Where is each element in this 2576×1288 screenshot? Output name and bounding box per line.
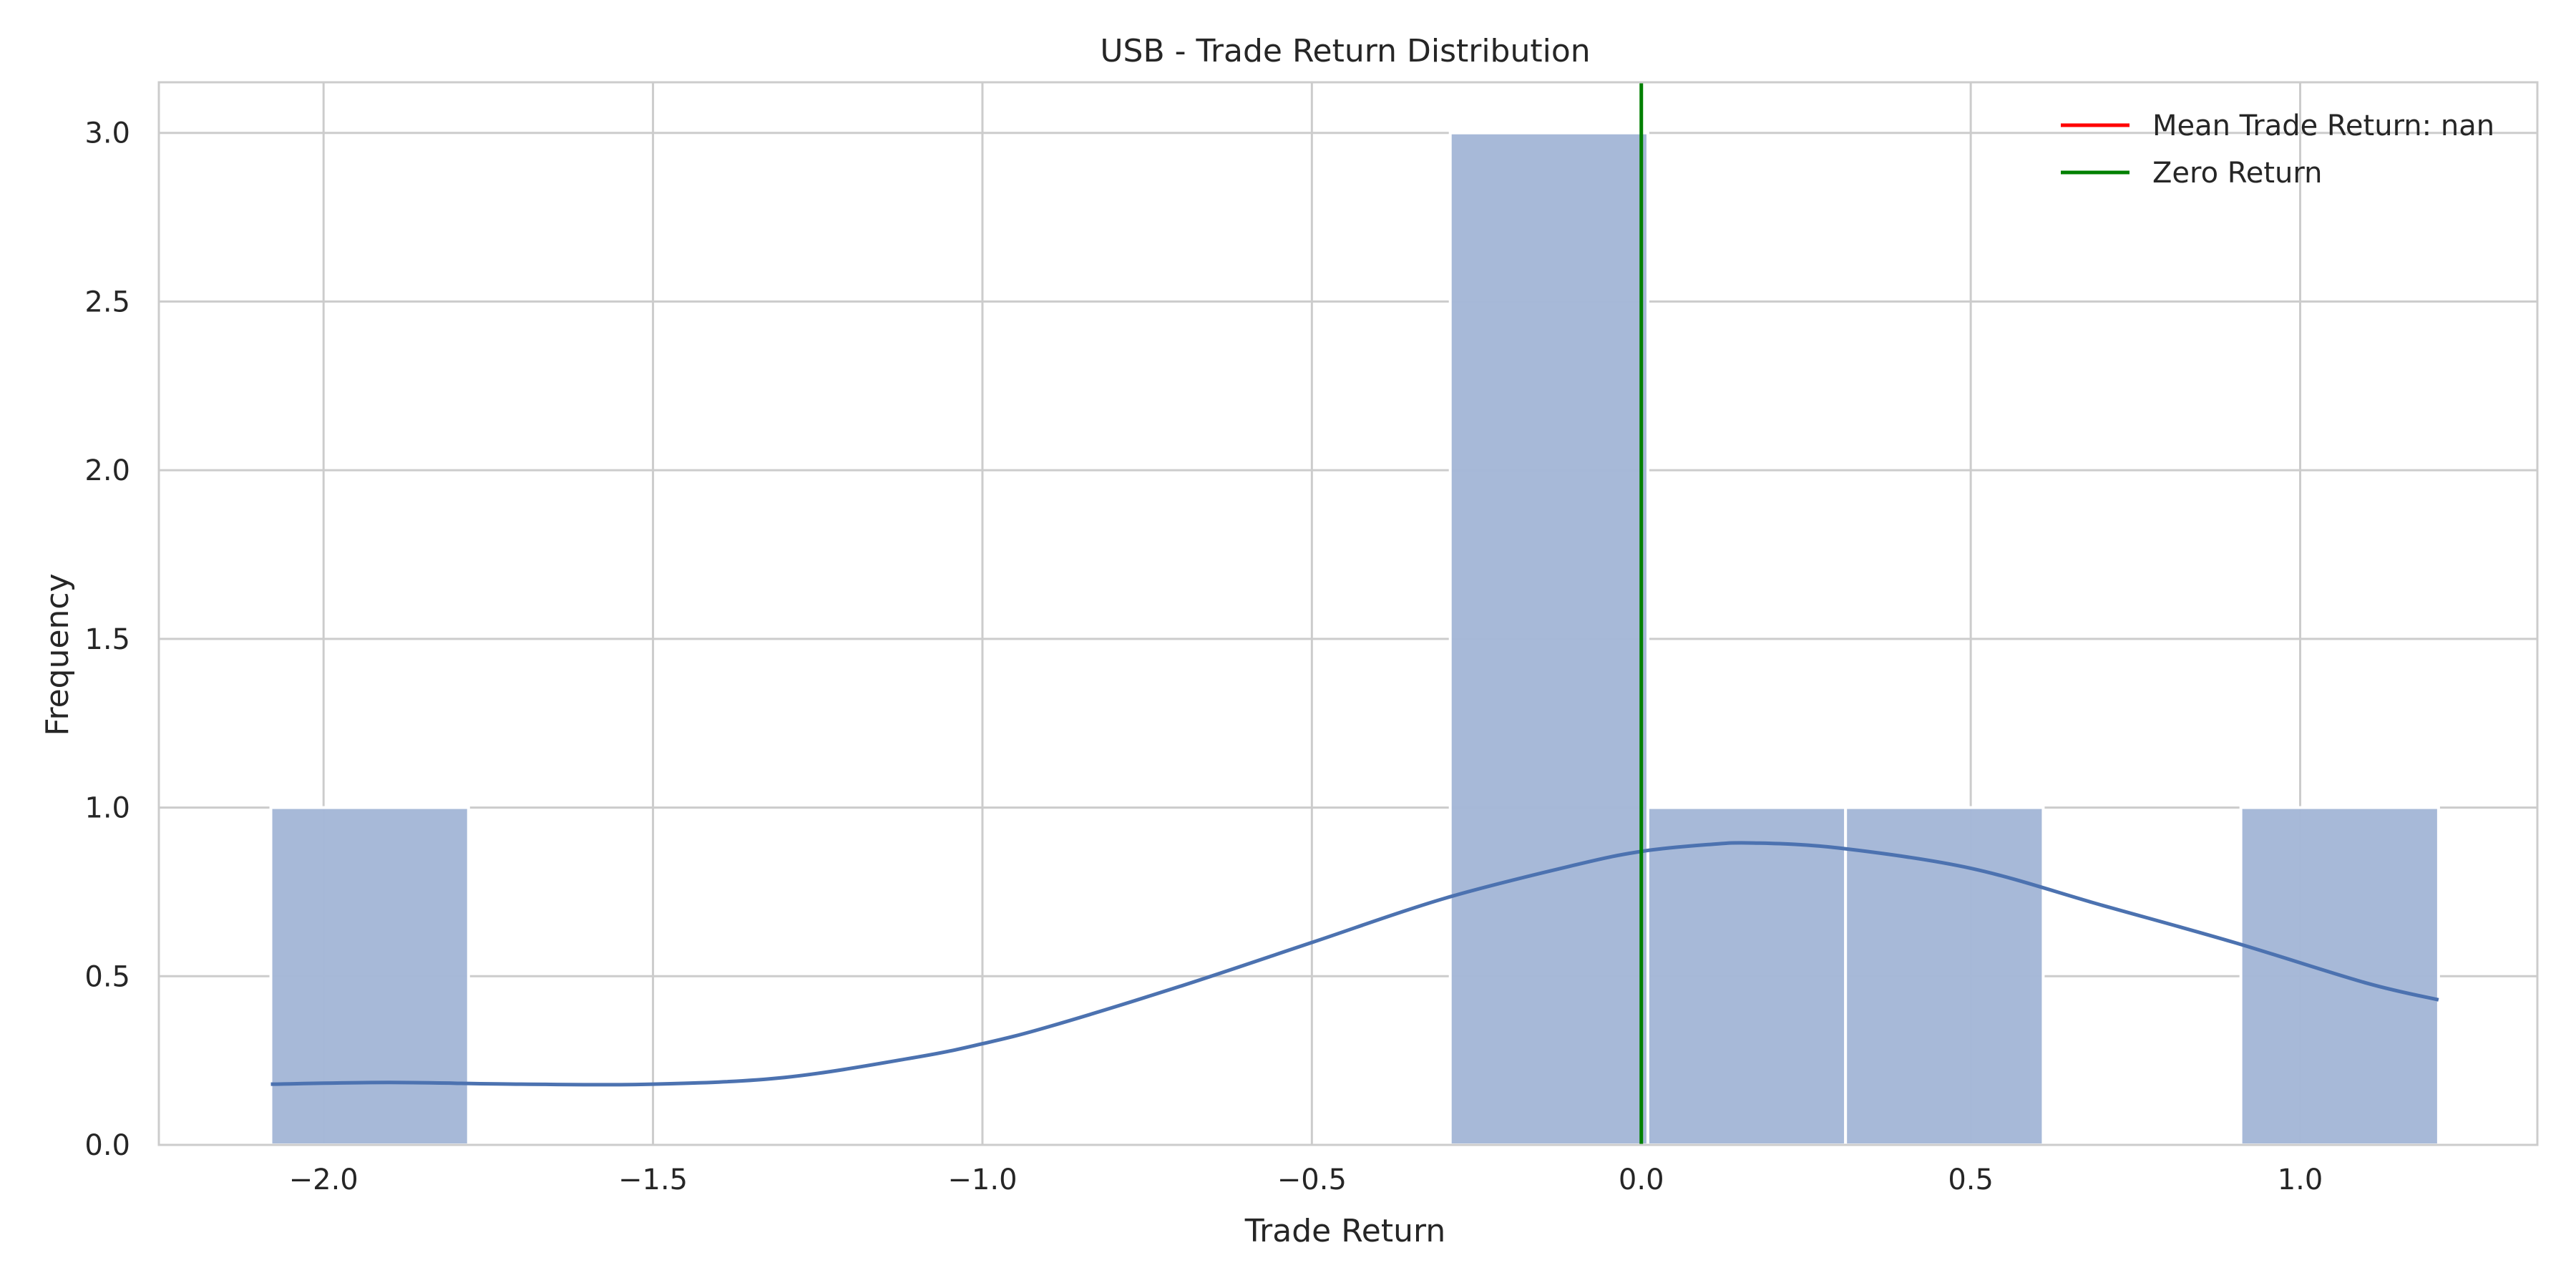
x-tick-label-5: 0.5 <box>1948 1163 1994 1196</box>
y-tick-label-2: 1.0 <box>84 792 130 825</box>
x-axis-label: Trade Return <box>1244 1213 1445 1249</box>
y-tick-label-5: 2.5 <box>84 286 130 318</box>
x-tick-labels: −2.0 −1.5 −1.0 −0.5 0.0 0.5 1.0 <box>289 1163 2323 1196</box>
x-tick-label-2: −1.0 <box>947 1163 1017 1196</box>
histogram-bar-0 <box>269 806 470 1146</box>
plot-frame <box>157 81 2539 1146</box>
histogram-bar-7 <box>1646 806 1848 1146</box>
histogram-bar-8 <box>1844 806 2045 1146</box>
y-tick-label-4: 2.0 <box>84 454 130 487</box>
legend-label-0: Mean Trade Return: nan <box>2152 109 2494 142</box>
histogram-bars <box>269 131 2440 1147</box>
kde-curve-group <box>270 841 2439 1087</box>
histogram-bar-6 <box>1448 131 1649 1147</box>
x-tick-label-6: 1.0 <box>2278 1163 2323 1196</box>
x-tick-label-0: −2.0 <box>289 1163 358 1196</box>
legend-label-1: Zero Return <box>2152 157 2323 190</box>
x-tick-label-1: −1.5 <box>618 1163 688 1196</box>
chart-title: USB - Trade Return Distribution <box>1100 33 1590 69</box>
y-tick-label-6: 3.0 <box>84 117 130 150</box>
x-tick-label-3: −0.5 <box>1277 1163 1347 1196</box>
x-tick-label-4: 0.0 <box>1619 1163 1664 1196</box>
y-tick-label-0: 0.0 <box>84 1129 130 1162</box>
y-tick-labels: 0.0 0.5 1.0 1.5 2.0 2.5 3.0 <box>84 117 130 1162</box>
kde-curve <box>270 841 2439 1087</box>
y-tick-label-3: 1.5 <box>84 623 130 656</box>
legend: Mean Trade Return: nan Zero Return <box>2061 109 2494 190</box>
y-axis-label: Frequency <box>39 573 76 736</box>
y-tick-label-1: 0.5 <box>84 960 130 993</box>
